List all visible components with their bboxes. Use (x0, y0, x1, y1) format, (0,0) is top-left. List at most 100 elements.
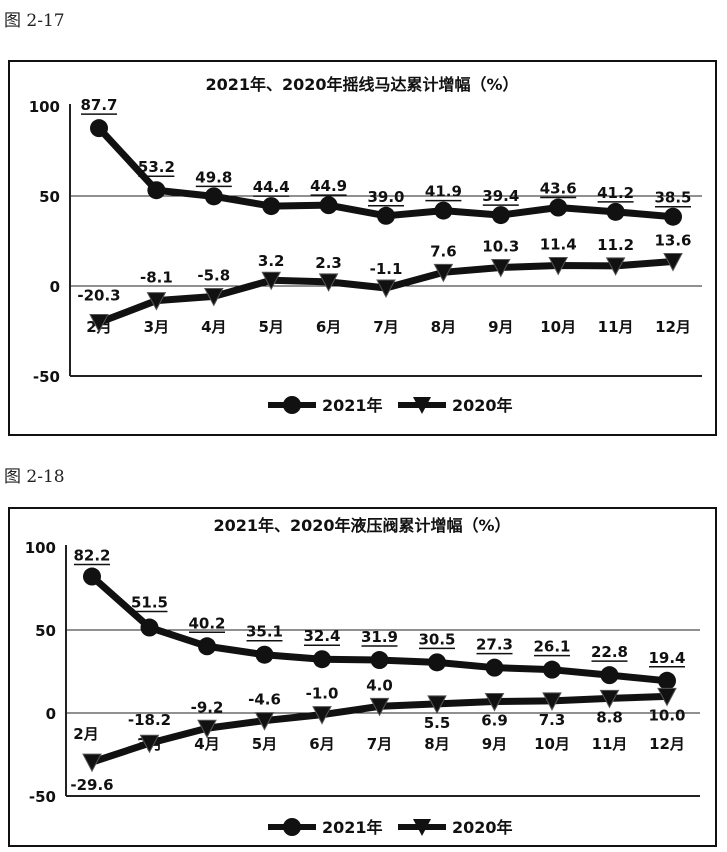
legend-marker-triangle (413, 819, 431, 836)
x-tick-label: 7月 (373, 318, 398, 336)
data-point-2020 (484, 693, 505, 712)
data-label: 10.3 (482, 237, 519, 255)
data-label: 22.8 (591, 643, 628, 661)
legend-label: 2020年 (452, 818, 513, 837)
data-label: 35.1 (246, 623, 283, 641)
legend: 2021年 2020年 (268, 396, 513, 415)
x-tick-label: 10月 (540, 318, 576, 336)
x-tick-label: 4月 (194, 735, 219, 753)
data-point-2020 (146, 292, 167, 311)
y-tick-label: -50 (33, 368, 60, 386)
data-point-2020 (599, 689, 620, 709)
data-label: 7.3 (539, 711, 566, 729)
data-label: 27.3 (476, 636, 513, 654)
x-tick-label: 2月 (73, 725, 98, 743)
x-tick-label: 12月 (655, 318, 691, 336)
legend-marker-circle (283, 396, 301, 414)
data-label: 41.9 (425, 183, 462, 201)
data-label: 39.4 (482, 187, 519, 205)
line-chart-1: 2021年、2020年摇线马达累计增幅（%）100500-502月3月4月5月6… (29, 75, 702, 415)
data-label: 38.5 (654, 189, 691, 207)
x-tick-label: 7月 (367, 735, 392, 753)
data-point-2020 (548, 256, 569, 276)
data-label: -9.2 (191, 698, 224, 716)
y-tick-label: -50 (29, 788, 56, 806)
data-point-2021 (90, 119, 108, 138)
y-tick-label: 0 (50, 278, 60, 296)
data-point-2020 (657, 687, 677, 707)
data-label: -1.0 (306, 685, 339, 703)
data-point-2020 (318, 273, 339, 292)
data-point-2020 (197, 719, 217, 739)
legend-label: 2020年 (452, 396, 513, 415)
data-point-2020 (427, 695, 447, 714)
data-label: -1.1 (370, 260, 403, 278)
data-label: 32.4 (303, 627, 340, 645)
data-point-2020 (433, 263, 454, 283)
data-label: -18.2 (128, 711, 171, 729)
data-point-2021 (485, 658, 504, 677)
data-point-2021 (319, 196, 338, 215)
data-point-2021 (140, 618, 159, 637)
data-label: 10.0 (648, 706, 685, 724)
data-point-2021 (428, 653, 446, 672)
data-label: 40.2 (188, 614, 225, 632)
data-label: 82.2 (73, 547, 110, 565)
data-point-2020 (605, 257, 626, 276)
data-label: 2.3 (315, 254, 342, 272)
data-label: 5.5 (424, 714, 451, 732)
chart-title: 2021年、2020年液压阀累计增幅（%） (213, 516, 510, 535)
x-tick-label: 5月 (258, 318, 283, 336)
legend: 2021年 2020年 (268, 818, 513, 837)
chart-title: 2021年、2020年摇线马达累计增幅（%） (205, 75, 518, 94)
data-point-2020 (490, 258, 511, 278)
x-tick-label: 3月 (144, 318, 169, 336)
data-point-2020 (312, 706, 332, 725)
data-point-2021 (204, 187, 223, 206)
data-label: 49.8 (195, 168, 232, 186)
data-label: 11.2 (597, 236, 634, 254)
y-tick-label: 50 (39, 188, 60, 206)
data-label: 13.6 (654, 232, 691, 250)
data-label: 31.9 (361, 628, 398, 646)
data-label: 3.2 (258, 252, 285, 270)
x-tick-label: 8月 (424, 735, 449, 753)
data-label: 7.6 (430, 242, 457, 260)
data-label: 43.6 (540, 180, 577, 198)
data-point-2020 (369, 697, 390, 717)
x-tick-label: 8月 (431, 318, 456, 336)
data-point-2020 (542, 692, 562, 711)
data-point-2021 (83, 567, 101, 586)
x-tick-label: 11月 (598, 318, 634, 336)
data-label: 4.0 (366, 676, 393, 694)
chart-panel-1: 2021年、2020年摇线马达累计增幅（%）100500-502月3月4月5月6… (8, 60, 717, 436)
x-tick-label: 6月 (309, 735, 334, 753)
data-label: 19.4 (648, 649, 685, 667)
line-chart-2: 2021年、2020年液压阀累计增幅（%）100500-502月3月4月5月6月… (25, 516, 700, 837)
data-point-2021 (543, 660, 561, 679)
data-point-2020 (203, 287, 224, 307)
data-label: 41.2 (597, 184, 634, 202)
data-point-2021 (262, 197, 281, 216)
x-tick-label: 12月 (649, 735, 685, 753)
y-tick-label: 0 (46, 705, 56, 723)
data-label: 51.5 (131, 594, 168, 612)
data-point-2021 (606, 202, 625, 221)
data-label: 44.9 (310, 177, 347, 195)
legend-label: 2021年 (322, 396, 383, 415)
chart-panel-2: 2021年、2020年液压阀累计增幅（%）100500-502月3月4月5月6月… (8, 507, 717, 847)
data-label: 44.4 (253, 178, 290, 196)
x-tick-label: 9月 (488, 318, 513, 336)
legend-marker-triangle (413, 397, 431, 414)
x-tick-label: 5月 (252, 735, 277, 753)
data-point-2021 (434, 201, 453, 220)
data-point-2020 (261, 271, 282, 291)
figure-caption-2: 图 2-18 (4, 467, 65, 487)
figure-caption-1: 图 2-17 (4, 11, 65, 31)
data-label: 8.8 (596, 708, 623, 726)
data-label: 26.1 (533, 638, 570, 656)
x-tick-label: 10月 (534, 735, 570, 753)
legend-marker-circle (283, 818, 301, 836)
data-point-2021 (147, 181, 166, 200)
data-label: 11.4 (540, 235, 577, 253)
